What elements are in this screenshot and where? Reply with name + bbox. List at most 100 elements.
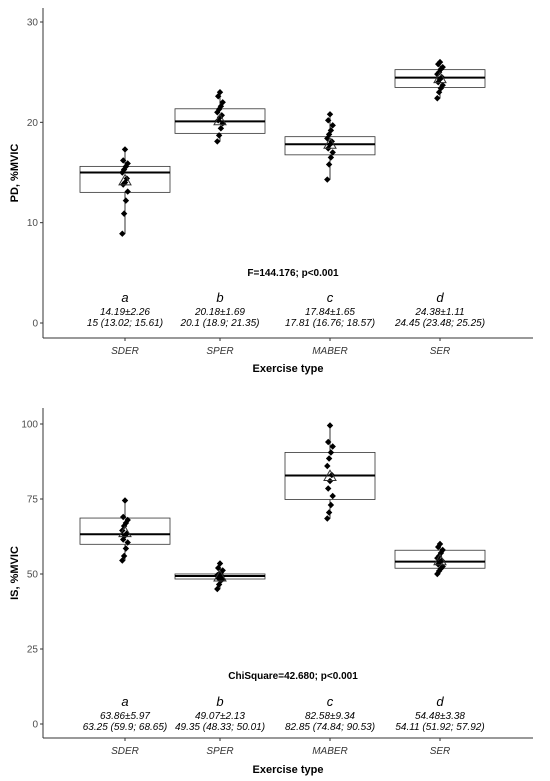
data-point xyxy=(324,176,331,183)
group-mean-sd: 20.18±1.69 xyxy=(194,307,245,318)
y-axis-title: IS, %MVIC xyxy=(9,546,21,600)
data-point xyxy=(124,539,131,546)
group-mean-sd: 14.19±2.26 xyxy=(100,307,150,318)
y-tick-label: 100 xyxy=(21,420,38,431)
y-tick-label: 10 xyxy=(27,218,39,229)
x-tick-label: SER xyxy=(430,346,451,357)
y-tick-label: 25 xyxy=(27,645,39,656)
data-point xyxy=(216,560,224,567)
y-tick-label: 0 xyxy=(32,720,38,731)
x-axis-title: Exercise type xyxy=(253,764,324,776)
box-group xyxy=(394,58,486,102)
data-point xyxy=(329,122,336,129)
data-point xyxy=(329,492,336,500)
data-point xyxy=(120,513,127,521)
y-axis-title: PD, %MVIC xyxy=(9,144,21,203)
data-point xyxy=(121,146,129,153)
group-median-iqr: 49.35 (48.33; 50.01) xyxy=(175,722,265,733)
group-median-iqr: 54.11 (51.92; 57.92) xyxy=(395,722,484,733)
chart-panel-1: 0 10 20 30 PD, %MVIC SDER SPER MABER SER Exercise… xyxy=(9,8,533,375)
data-point xyxy=(327,127,335,134)
box-group xyxy=(174,89,266,145)
data-point xyxy=(437,85,445,92)
data-point xyxy=(216,114,224,121)
data-point xyxy=(324,515,331,522)
group-letter: d xyxy=(436,694,444,709)
data-point xyxy=(437,65,445,73)
data-point xyxy=(217,125,225,132)
data-point xyxy=(439,546,446,554)
y-tick-label: 20 xyxy=(27,118,39,129)
mean-marker xyxy=(118,173,132,186)
group-median-iqr: 63.25 (59.9; 68.65) xyxy=(83,722,168,733)
data-point xyxy=(327,449,335,456)
group-mean-sd: 17.84±1.65 xyxy=(305,307,355,318)
group-letter: d xyxy=(436,290,444,305)
x-tick-label: SDER xyxy=(111,346,139,357)
x-tick-label: SPER xyxy=(206,746,233,757)
box-group xyxy=(394,540,486,578)
data-point xyxy=(122,545,130,552)
data-point xyxy=(124,160,131,167)
group-median-iqr: 17.81 (16.76; 18.57) xyxy=(285,318,375,329)
box-group xyxy=(79,497,171,564)
y-tick-label: 0 xyxy=(32,319,38,330)
data-point xyxy=(215,132,223,139)
group-median-iqr: 82.85 (74.84; 90.53) xyxy=(285,722,375,733)
data-point xyxy=(438,557,445,564)
x-tick-label: MABER xyxy=(312,746,348,757)
data-point xyxy=(124,188,131,195)
data-point xyxy=(121,497,129,504)
group-letter: b xyxy=(216,290,223,305)
box-group xyxy=(79,146,171,237)
data-point xyxy=(324,462,331,470)
data-point xyxy=(436,540,444,548)
data-point xyxy=(439,63,446,71)
data-point xyxy=(325,485,332,492)
mean-marker xyxy=(433,71,447,84)
y-tick-label: 30 xyxy=(27,18,39,29)
y-tick-label: 75 xyxy=(27,495,39,506)
group-median-iqr: 15 (13.02; 15.61) xyxy=(87,318,163,329)
group-letter: a xyxy=(121,290,128,305)
data-point xyxy=(326,111,334,118)
group-mean-sd: 63.86±5.97 xyxy=(100,711,150,722)
x-tick-label: SDER xyxy=(111,746,139,757)
x-tick-label: SER xyxy=(430,746,451,757)
data-point xyxy=(325,509,333,516)
box-group xyxy=(174,560,266,593)
group-mean-sd: 24.38±1.11 xyxy=(414,307,464,318)
mean-marker xyxy=(118,525,132,538)
group-median-iqr: 20.1 (18.9; 21.35) xyxy=(180,318,260,329)
x-tick-label: SPER xyxy=(206,346,233,357)
data-point xyxy=(329,443,336,450)
group-median-iqr: 24.45 (23.48; 25.25) xyxy=(394,318,485,329)
data-point xyxy=(327,501,335,509)
data-point xyxy=(434,95,441,102)
data-point xyxy=(122,197,130,204)
data-point xyxy=(327,154,335,161)
chart-panel-2: 0 25 50 75 100 IS, %MVIC SDER SPER MABER SER Exerc… xyxy=(9,408,533,776)
data-point xyxy=(326,477,334,485)
test-statistic-label: ChiSquare=42.680; p<0.001 xyxy=(228,671,358,682)
group-mean-sd: 82.58±9.34 xyxy=(305,711,355,722)
data-point xyxy=(436,58,444,66)
data-point xyxy=(325,161,333,168)
group-letter: a xyxy=(121,694,128,709)
data-point xyxy=(325,455,333,462)
box-group xyxy=(284,422,376,522)
data-point xyxy=(325,438,332,446)
group-letter: c xyxy=(327,290,334,305)
data-point xyxy=(120,157,127,164)
test-statistic-label: F=144.176; p<0.001 xyxy=(247,268,339,279)
data-point xyxy=(214,138,221,145)
group-letter: b xyxy=(216,694,223,709)
x-axis-title: Exercise type xyxy=(253,363,324,375)
data-point xyxy=(216,89,224,96)
data-point xyxy=(329,149,336,156)
mean-marker xyxy=(433,553,447,566)
group-mean-sd: 49.07±2.13 xyxy=(195,711,245,722)
mean-marker xyxy=(323,137,337,149)
data-point xyxy=(218,112,225,119)
